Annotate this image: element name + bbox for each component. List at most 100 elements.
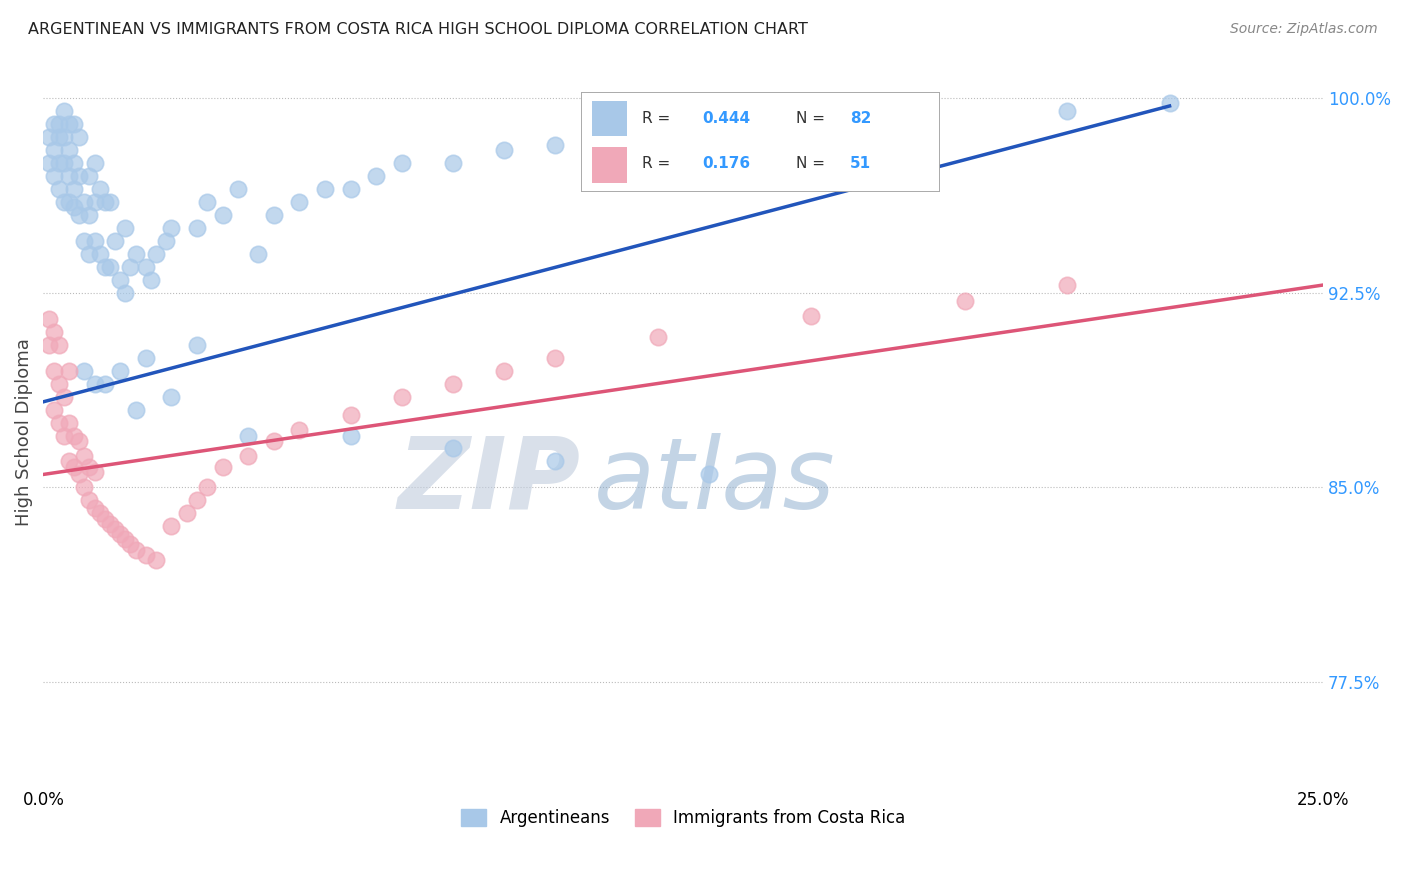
Point	[98, 194, 121, 209]
Text: atlas: atlas	[593, 433, 835, 530]
Point	[38, 337, 60, 351]
Point	[63, 117, 86, 131]
Point	[67, 130, 90, 145]
Point	[186, 221, 208, 235]
Point	[211, 208, 233, 222]
Point	[176, 506, 198, 520]
Point	[89, 506, 111, 520]
Point	[195, 480, 218, 494]
Point	[83, 376, 105, 391]
Point	[139, 273, 162, 287]
Point	[89, 182, 111, 196]
Point	[58, 194, 80, 209]
Point	[494, 143, 516, 157]
Point	[441, 442, 464, 456]
Point	[186, 337, 208, 351]
Point	[48, 416, 70, 430]
Point	[94, 376, 117, 391]
Point	[135, 351, 157, 365]
Point	[647, 330, 669, 344]
Point	[48, 376, 70, 391]
Point	[263, 434, 285, 448]
Point	[73, 480, 96, 494]
Point	[63, 182, 86, 196]
Point	[42, 169, 65, 183]
Point	[544, 454, 567, 468]
Point	[42, 143, 65, 157]
Point	[63, 200, 86, 214]
Point	[94, 260, 117, 274]
Point	[52, 194, 75, 209]
Point	[226, 182, 249, 196]
Point	[339, 408, 361, 422]
Point	[98, 516, 121, 531]
Point	[288, 423, 311, 437]
Text: Source: ZipAtlas.com: Source: ZipAtlas.com	[1230, 22, 1378, 37]
Text: ARGENTINEAN VS IMMIGRANTS FROM COSTA RICA HIGH SCHOOL DIPLOMA CORRELATION CHART: ARGENTINEAN VS IMMIGRANTS FROM COSTA RIC…	[28, 22, 808, 37]
Point	[238, 428, 260, 442]
Point	[52, 104, 75, 119]
Point	[120, 260, 142, 274]
Point	[38, 130, 60, 145]
Point	[79, 459, 101, 474]
Point	[247, 247, 270, 261]
Point	[114, 221, 136, 235]
Point	[108, 273, 131, 287]
Point	[145, 553, 167, 567]
Point	[83, 465, 105, 479]
Point	[83, 501, 105, 516]
Point	[160, 221, 183, 235]
Point	[366, 169, 388, 183]
Point	[67, 208, 90, 222]
Point	[953, 293, 976, 308]
Point	[48, 117, 70, 131]
Point	[48, 182, 70, 196]
Point	[160, 390, 183, 404]
Y-axis label: High School Diploma: High School Diploma	[15, 338, 32, 525]
Point	[94, 511, 117, 525]
Point	[211, 459, 233, 474]
Point	[58, 454, 80, 468]
Point	[314, 182, 336, 196]
Point	[238, 450, 260, 464]
Point	[494, 364, 516, 378]
Point	[145, 247, 167, 261]
Point	[73, 234, 96, 248]
Point	[79, 208, 101, 222]
Point	[67, 169, 90, 183]
Point	[48, 130, 70, 145]
Point	[391, 156, 413, 170]
Point	[124, 247, 146, 261]
Point	[108, 364, 131, 378]
Point	[83, 156, 105, 170]
Point	[155, 234, 177, 248]
Point	[73, 450, 96, 464]
Point	[595, 130, 617, 145]
Point	[42, 364, 65, 378]
Point	[67, 434, 90, 448]
Point	[124, 542, 146, 557]
Point	[73, 194, 96, 209]
Point	[63, 428, 86, 442]
Text: ZIP: ZIP	[398, 433, 581, 530]
Point	[58, 143, 80, 157]
Point	[83, 234, 105, 248]
Point	[697, 467, 720, 482]
Point	[441, 376, 464, 391]
Point	[1056, 278, 1078, 293]
Point	[52, 130, 75, 145]
Point	[42, 325, 65, 339]
Point	[38, 156, 60, 170]
Point	[83, 194, 105, 209]
Point	[544, 137, 567, 152]
Legend: Argentineans, Immigrants from Costa Rica: Argentineans, Immigrants from Costa Rica	[454, 803, 912, 834]
Point	[79, 169, 101, 183]
Point	[89, 247, 111, 261]
Point	[114, 285, 136, 300]
Point	[67, 467, 90, 482]
Point	[94, 194, 117, 209]
Point	[124, 402, 146, 417]
Point	[903, 109, 925, 123]
Point	[120, 537, 142, 551]
Point	[108, 527, 131, 541]
